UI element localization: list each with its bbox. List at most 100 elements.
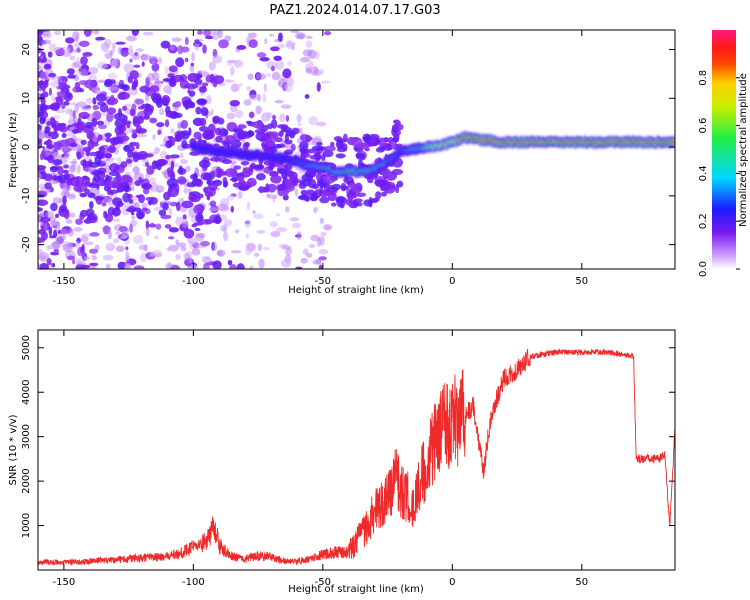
heatmap-cell — [78, 40, 90, 47]
heatmap-cell — [72, 114, 77, 123]
heatmap-cell — [176, 242, 187, 248]
heatmap-cell — [175, 57, 185, 68]
heatmap-cell — [319, 235, 325, 246]
heatmap-cell — [163, 85, 172, 93]
heatmap-cell — [69, 160, 78, 164]
heatmap-cell — [208, 61, 216, 71]
heatmap-cell — [356, 192, 361, 197]
heatmap-cell — [86, 130, 95, 140]
y-tick-label: -20 — [21, 236, 32, 252]
heatmap-cell — [164, 119, 170, 128]
x-tick-label: 50 — [575, 577, 588, 588]
heatmap-cell — [177, 121, 182, 130]
snr-panel: -150 -100 -50 0 50 1000 2000 3000 4000 5000 Heig… — [8, 329, 676, 595]
bottom-x-axis-label: Height of straight line (km) — [288, 584, 424, 595]
heatmap-cell — [45, 126, 50, 134]
heatmap-cell — [40, 96, 46, 106]
heatmap-cell — [68, 194, 76, 200]
heatmap-cell — [268, 33, 275, 37]
heatmap-cell — [53, 229, 58, 239]
heatmap-cell — [247, 73, 254, 81]
heatmap-cell — [295, 167, 300, 171]
heatmap-cell — [204, 191, 214, 198]
colorbar-gradient — [712, 30, 736, 269]
heatmap-cell — [166, 167, 174, 174]
heatmap-cell — [201, 161, 208, 172]
heatmap-cell — [214, 127, 222, 136]
heatmap-cell — [172, 74, 184, 83]
heatmap-cell — [303, 149, 309, 155]
heatmap-cell — [127, 44, 134, 53]
heatmap-cell — [255, 73, 267, 80]
heatmap-cell — [84, 79, 96, 89]
heatmap-cell — [145, 226, 150, 237]
heatmap-cell — [266, 73, 272, 77]
heatmap-cell — [164, 224, 172, 229]
heatmap-cell — [44, 173, 52, 179]
heatmap-cell — [44, 222, 48, 232]
heatmap-cell — [138, 194, 145, 204]
heatmap-cell — [175, 239, 179, 245]
x-tick-label: 50 — [575, 276, 588, 287]
heatmap-cell — [80, 56, 88, 66]
heatmap-cell — [256, 93, 261, 102]
heatmap-cell — [320, 231, 327, 237]
heatmap-cell — [180, 119, 189, 130]
heatmap-cell — [242, 167, 253, 173]
heatmap-cell — [203, 30, 212, 37]
heatmap-cell — [183, 253, 191, 261]
heatmap-cell — [177, 176, 187, 185]
bottom-x-axis: -150 -100 -50 0 50 — [53, 330, 588, 588]
heatmap-cell — [256, 229, 266, 234]
heatmap-cell — [215, 135, 223, 143]
heatmap-cell — [223, 231, 229, 242]
heatmap-cell — [132, 235, 144, 245]
heatmap-cell — [120, 49, 129, 57]
heatmap-cell — [278, 130, 284, 137]
heatmap-cell — [200, 218, 213, 225]
heatmap-cell — [72, 87, 77, 93]
heatmap-cell — [129, 108, 136, 117]
heatmap-cell — [276, 184, 285, 192]
heatmap-cell — [199, 240, 211, 247]
heatmap-cell — [244, 219, 251, 228]
heatmap-cell — [190, 173, 198, 180]
heatmap-cell — [66, 255, 76, 261]
heatmap-cell — [63, 154, 69, 163]
heatmap-cell — [189, 256, 193, 265]
heatmap-cell — [79, 192, 87, 198]
heatmap-cell — [130, 186, 135, 191]
heatmap-cell — [56, 91, 66, 98]
y-tick-label: 10 — [21, 92, 32, 105]
heatmap-cell — [62, 243, 73, 253]
heatmap-cell — [80, 264, 91, 269]
heatmap-cell — [258, 258, 265, 269]
heatmap-cell — [182, 99, 194, 109]
heatmap-cell — [80, 233, 92, 237]
heatmap-cell — [374, 180, 385, 186]
heatmap-cell — [230, 83, 240, 92]
heatmap-cell — [108, 189, 119, 194]
heatmap-cell — [123, 262, 132, 269]
chart-title: PAZ1.2024.014.07.17.G03 — [269, 3, 440, 18]
heatmap-cell — [297, 122, 301, 127]
heatmap-cell — [76, 56, 80, 64]
heatmap-cell — [146, 165, 155, 175]
heatmap-cell — [216, 250, 223, 256]
heatmap-cell — [282, 68, 292, 79]
heatmap-cell — [184, 37, 189, 46]
heatmap-cell — [191, 248, 201, 256]
heatmap-cell — [52, 115, 61, 120]
heatmap-cell — [285, 130, 291, 137]
heatmap-cell — [182, 246, 186, 253]
heatmap-cell — [256, 52, 267, 58]
heatmap-cell — [111, 59, 118, 69]
heatmap-cell — [47, 154, 55, 164]
heatmap-cell — [280, 258, 292, 268]
heatmap-cell — [341, 185, 350, 191]
heatmap-cell — [226, 194, 235, 201]
heatmap-cell — [230, 205, 234, 213]
heatmap-cell — [136, 128, 148, 134]
